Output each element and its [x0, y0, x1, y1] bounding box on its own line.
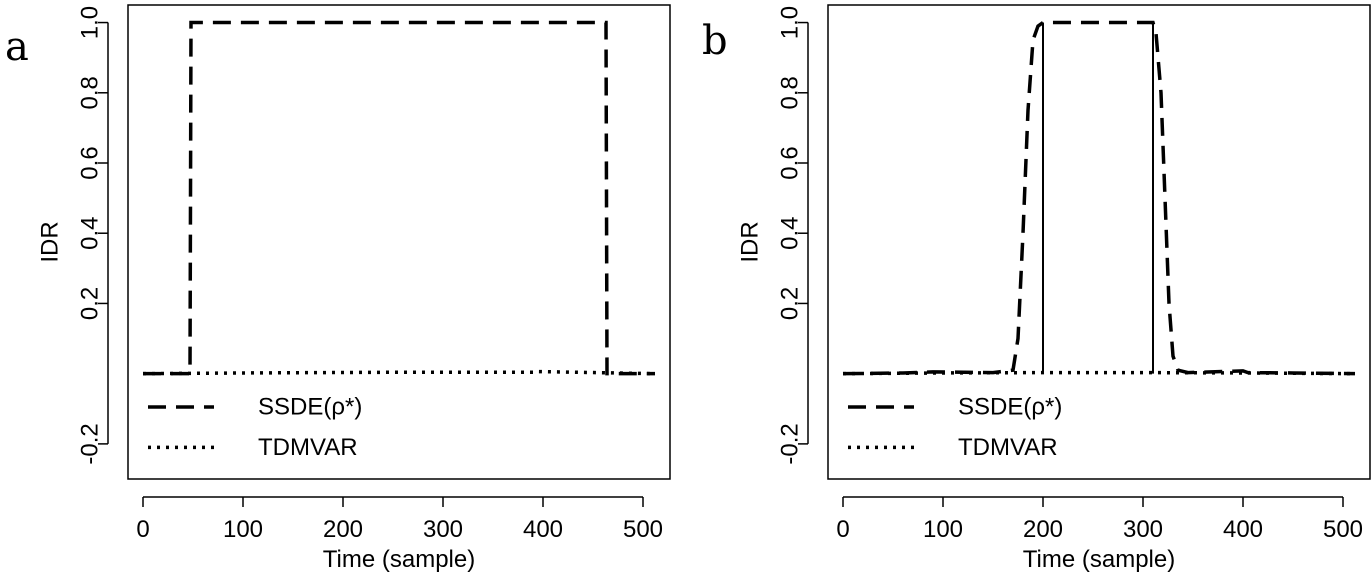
y-tick-label: 0.6 [777, 146, 804, 179]
series-line-ssde [842, 20, 1356, 376]
legend-label: TDMVAR [958, 434, 1058, 461]
series-line-ssde [143, 20, 655, 376]
y-tick-label: 0.8 [77, 76, 104, 109]
plot-frame [127, 4, 671, 480]
panel-label: a [5, 24, 29, 70]
y-tick-label: 0.4 [77, 217, 104, 250]
series-line-tdmvar [142, 369, 656, 376]
y-tick-label: -0.2 [77, 423, 104, 464]
panel-a: a 0 100 200 300 400 500 -0.2 0.2 0.4 0.6 0.8 1.0 Time… [5, 4, 671, 573]
x-tick-label: 100 [223, 516, 263, 543]
x-tick-label: 0 [136, 516, 149, 543]
x-axis-title: Time (sample) [323, 546, 475, 573]
y-tick-label: 1.0 [777, 6, 804, 39]
y-tick-label: 0.4 [777, 217, 804, 250]
y-tick-label: 0.2 [77, 287, 104, 320]
series-line-tdmvar [842, 370, 1356, 376]
legend-label: TDMVAR [258, 434, 358, 461]
x-axis-title: Time (sample) [1023, 546, 1175, 573]
x-tick-label: 200 [1023, 516, 1063, 543]
plot-frame [827, 4, 1371, 480]
x-tick-label: 300 [423, 516, 463, 543]
x-tick-label: 300 [1123, 516, 1163, 543]
legend-label: SSDE(ρ*) [958, 394, 1062, 421]
y-tick-label: 0.6 [77, 146, 104, 179]
x-tick-label: 200 [323, 516, 363, 543]
x-tick-label: 500 [1323, 516, 1363, 543]
y-tick-label: 1.0 [77, 6, 104, 39]
x-tick-label: 500 [623, 516, 663, 543]
x-tick-label: 400 [523, 516, 563, 543]
y-axis-title: IDR [737, 221, 764, 262]
legend-label: SSDE(ρ*) [258, 394, 362, 421]
panel-label: b [702, 18, 728, 64]
y-axis-title: IDR [37, 221, 64, 262]
x-tick-label: 100 [923, 516, 963, 543]
panel-b: b 0 100 200 300 400 500 -0.2 0.2 0.4 0.6 0.8 1.0 Time… [702, 4, 1371, 573]
y-tick-label: -0.2 [777, 423, 804, 464]
y-tick-label: 0.8 [777, 76, 804, 109]
x-tick-label: 0 [836, 516, 849, 543]
y-tick-label: 0.2 [777, 287, 804, 320]
x-tick-label: 400 [1223, 516, 1263, 543]
